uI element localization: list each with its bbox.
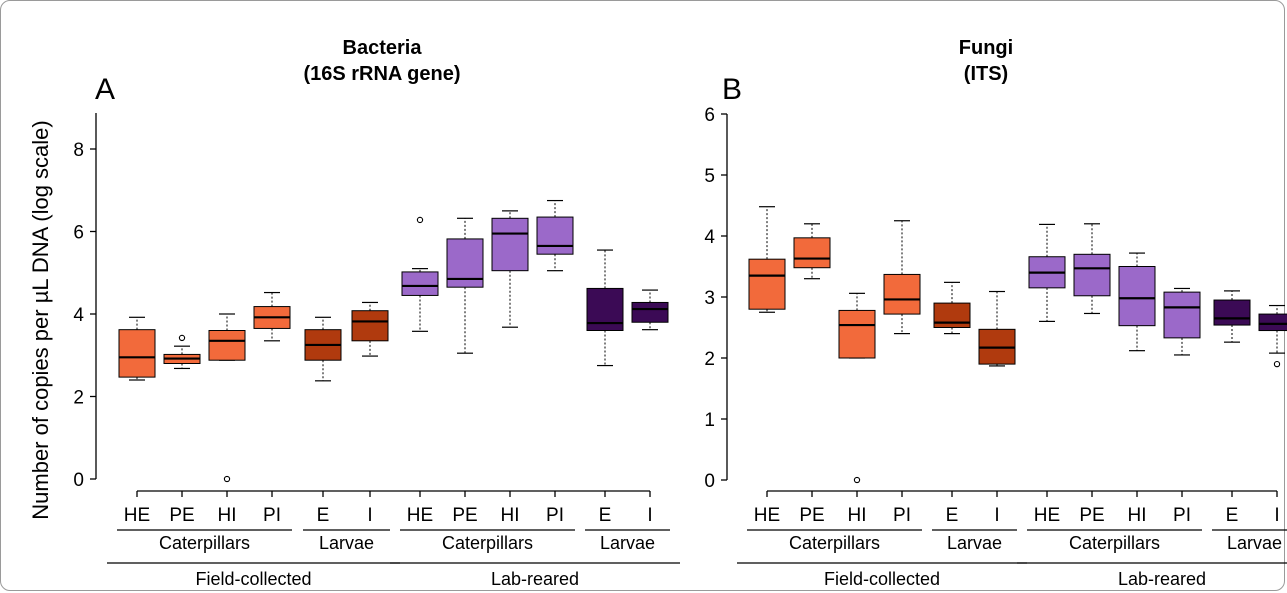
panel-b-y-tick-label: 5 — [704, 166, 715, 187]
panel-b-outlier — [853, 476, 861, 484]
panel-b-box-12 — [1258, 313, 1287, 332]
panel-b-x-tick-label: E — [946, 505, 959, 526]
panel-b-x-tick-label: PE — [799, 505, 824, 526]
panel-a-box-3 — [208, 330, 246, 361]
panel-b-title-line-2: (ITS) — [964, 63, 1008, 85]
panel-b-x-tick-label: HI — [848, 505, 867, 526]
panel-a-group-label: Lab-reared — [491, 569, 579, 589]
panel-b-box-5 — [933, 302, 971, 329]
panel-a-box-6 — [351, 310, 389, 342]
panel-a-x-tick-label: HE — [124, 505, 150, 526]
panel-a-subgroup-label: Larvae — [600, 533, 655, 553]
panel-a-outlier — [178, 334, 186, 342]
panel-a-x-tick-label: HI — [501, 505, 520, 526]
panel-b-subgroup-label: Larvae — [947, 533, 1002, 553]
panel-a-x-tick-label: E — [317, 505, 330, 526]
panel-b-y-tick-label: 0 — [704, 471, 715, 492]
panel-a-x-tick-label: HE — [407, 505, 433, 526]
panel-b-box-11 — [1213, 299, 1251, 326]
panel-b-x-tick-label: PI — [1173, 505, 1191, 526]
panel-a-outlier — [223, 475, 231, 483]
panel-a-letter: A — [95, 73, 115, 106]
panel-b-y-tick-label: 4 — [704, 227, 715, 248]
panel-b-x-tick-label: HI — [1128, 505, 1147, 526]
panel-a-y-tick-label: 4 — [73, 305, 84, 326]
panel-a-subgroup-label: Caterpillars — [159, 533, 250, 553]
panel-b-x-tick-label: PE — [1079, 505, 1104, 526]
panel-b-outlier — [1273, 360, 1281, 368]
panel-a-x-tick-label: PE — [169, 505, 194, 526]
panel-b-x-tick-label: HE — [1034, 505, 1060, 526]
panel-a-x-tick-label: PI — [263, 505, 281, 526]
panel-a-box-11 — [586, 287, 624, 331]
panel-a-y-tick-label: 0 — [73, 470, 84, 491]
panel-b-y-tick-label: 6 — [704, 105, 715, 126]
panel-a-box-7 — [401, 271, 439, 296]
panel-a-group-label: Field-collected — [195, 569, 311, 589]
panel-b-group-label: Lab-reared — [1118, 569, 1206, 589]
panel-a-y-tick-label: 2 — [73, 388, 84, 409]
panel-a-plot: 0 2 4 6 8 HE PE HI PI E I HE PE HI PI E I Caterpillars Lar… — [73, 113, 680, 589]
panel-b-y-tick-label: 2 — [704, 349, 715, 370]
panel-b-x-tick-label: PI — [893, 505, 911, 526]
panel-a-box-1 — [118, 329, 156, 378]
panel-a-x-tick-label: E — [599, 505, 612, 526]
panel-a-subgroup-label: Caterpillars — [442, 533, 533, 553]
panel-b-x-tick-label: I — [994, 505, 999, 526]
panel-a-box-10 — [536, 216, 574, 255]
panel-b-box-2 — [793, 237, 831, 269]
panel-b-subgroup-label: Larvae — [1227, 533, 1282, 553]
panel-b-box-3 — [838, 309, 876, 359]
panel-a-x-tick-label: I — [367, 505, 372, 526]
panel-b-x-tick-label: HE — [754, 505, 780, 526]
panel-b-box-8 — [1073, 253, 1111, 297]
panel-a-x-tick-label: PE — [452, 505, 477, 526]
panel-a-x-tick-label: HI — [218, 505, 237, 526]
panel-a-outlier — [416, 216, 424, 224]
panel-b-box-10 — [1163, 291, 1201, 339]
panel-b-letter: B — [722, 73, 742, 106]
panel-a-x-tick-label: PI — [546, 505, 564, 526]
panel-a-y-axis-label: Number of copies per µL DNA (log scale) — [28, 120, 53, 519]
panel-b-y-tick-label: 3 — [704, 288, 715, 309]
panel-a-box-12 — [631, 301, 669, 323]
panel-b-subgroup-label: Caterpillars — [1069, 533, 1160, 553]
panel-b-title-line-1: Fungi — [959, 37, 1013, 59]
panel-b-plot: 0 1 2 3 4 5 6 HE PE HI PI E I HE PE HI PI E I Caterpillars L… — [704, 105, 1287, 589]
panel-b-group-label: Field-collected — [824, 569, 940, 589]
panel-a-y-tick-label: 8 — [73, 140, 84, 161]
panel-b-box-1 — [748, 258, 786, 310]
panel-b-box-9 — [1118, 266, 1156, 327]
panel-b-y-tick-label: 1 — [704, 410, 715, 431]
panel-a-title-line-2: (16S rRNA gene) — [303, 63, 460, 85]
panel-b-box-4 — [883, 273, 921, 315]
panel-a-title-line-1: Bacteria — [343, 37, 423, 59]
panel-a-subgroup-label: Larvae — [319, 533, 374, 553]
panel-b-x-tick-label: I — [1274, 505, 1279, 526]
panel-a-x-tick-label: I — [647, 505, 652, 526]
panel-b-subgroup-label: Caterpillars — [789, 533, 880, 553]
panel-b-x-tick-label: E — [1226, 505, 1239, 526]
panel-a-y-tick-label: 6 — [73, 223, 84, 244]
panel-a-box-9 — [491, 217, 529, 272]
